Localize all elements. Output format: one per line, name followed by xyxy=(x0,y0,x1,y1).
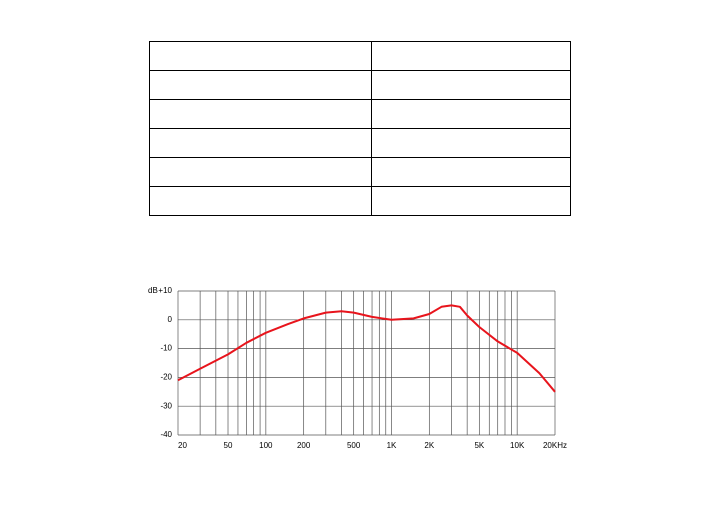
x-tick-label: 10K xyxy=(510,441,525,450)
y-tick-label: 0 xyxy=(168,315,173,324)
x-tick-label: 1K xyxy=(387,441,397,450)
y-tick-label: -20 xyxy=(160,373,172,382)
x-tick-label: 100 xyxy=(259,441,273,450)
y-tick-label: +10 xyxy=(158,286,172,295)
x-tick-label: 2K xyxy=(424,441,434,450)
x-tick-label: 5K xyxy=(474,441,484,450)
x-tick-label: 20KHz xyxy=(543,441,567,450)
response-curve xyxy=(177,304,556,393)
x-tick-label: 200 xyxy=(297,441,311,450)
y-tick-label: -40 xyxy=(160,430,172,439)
empty-table xyxy=(149,41,571,216)
y-tick-label: -30 xyxy=(160,401,172,410)
x-tick-label: 500 xyxy=(347,441,361,450)
y-tick-label: -10 xyxy=(160,344,172,353)
x-tick-label: 50 xyxy=(224,441,233,450)
x-tick-label: 20 xyxy=(178,441,187,450)
y-axis-label: dB xyxy=(148,286,158,295)
